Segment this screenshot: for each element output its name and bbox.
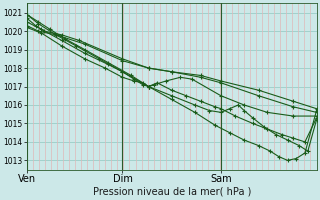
X-axis label: Pression niveau de la mer( hPa ): Pression niveau de la mer( hPa )	[92, 187, 251, 197]
